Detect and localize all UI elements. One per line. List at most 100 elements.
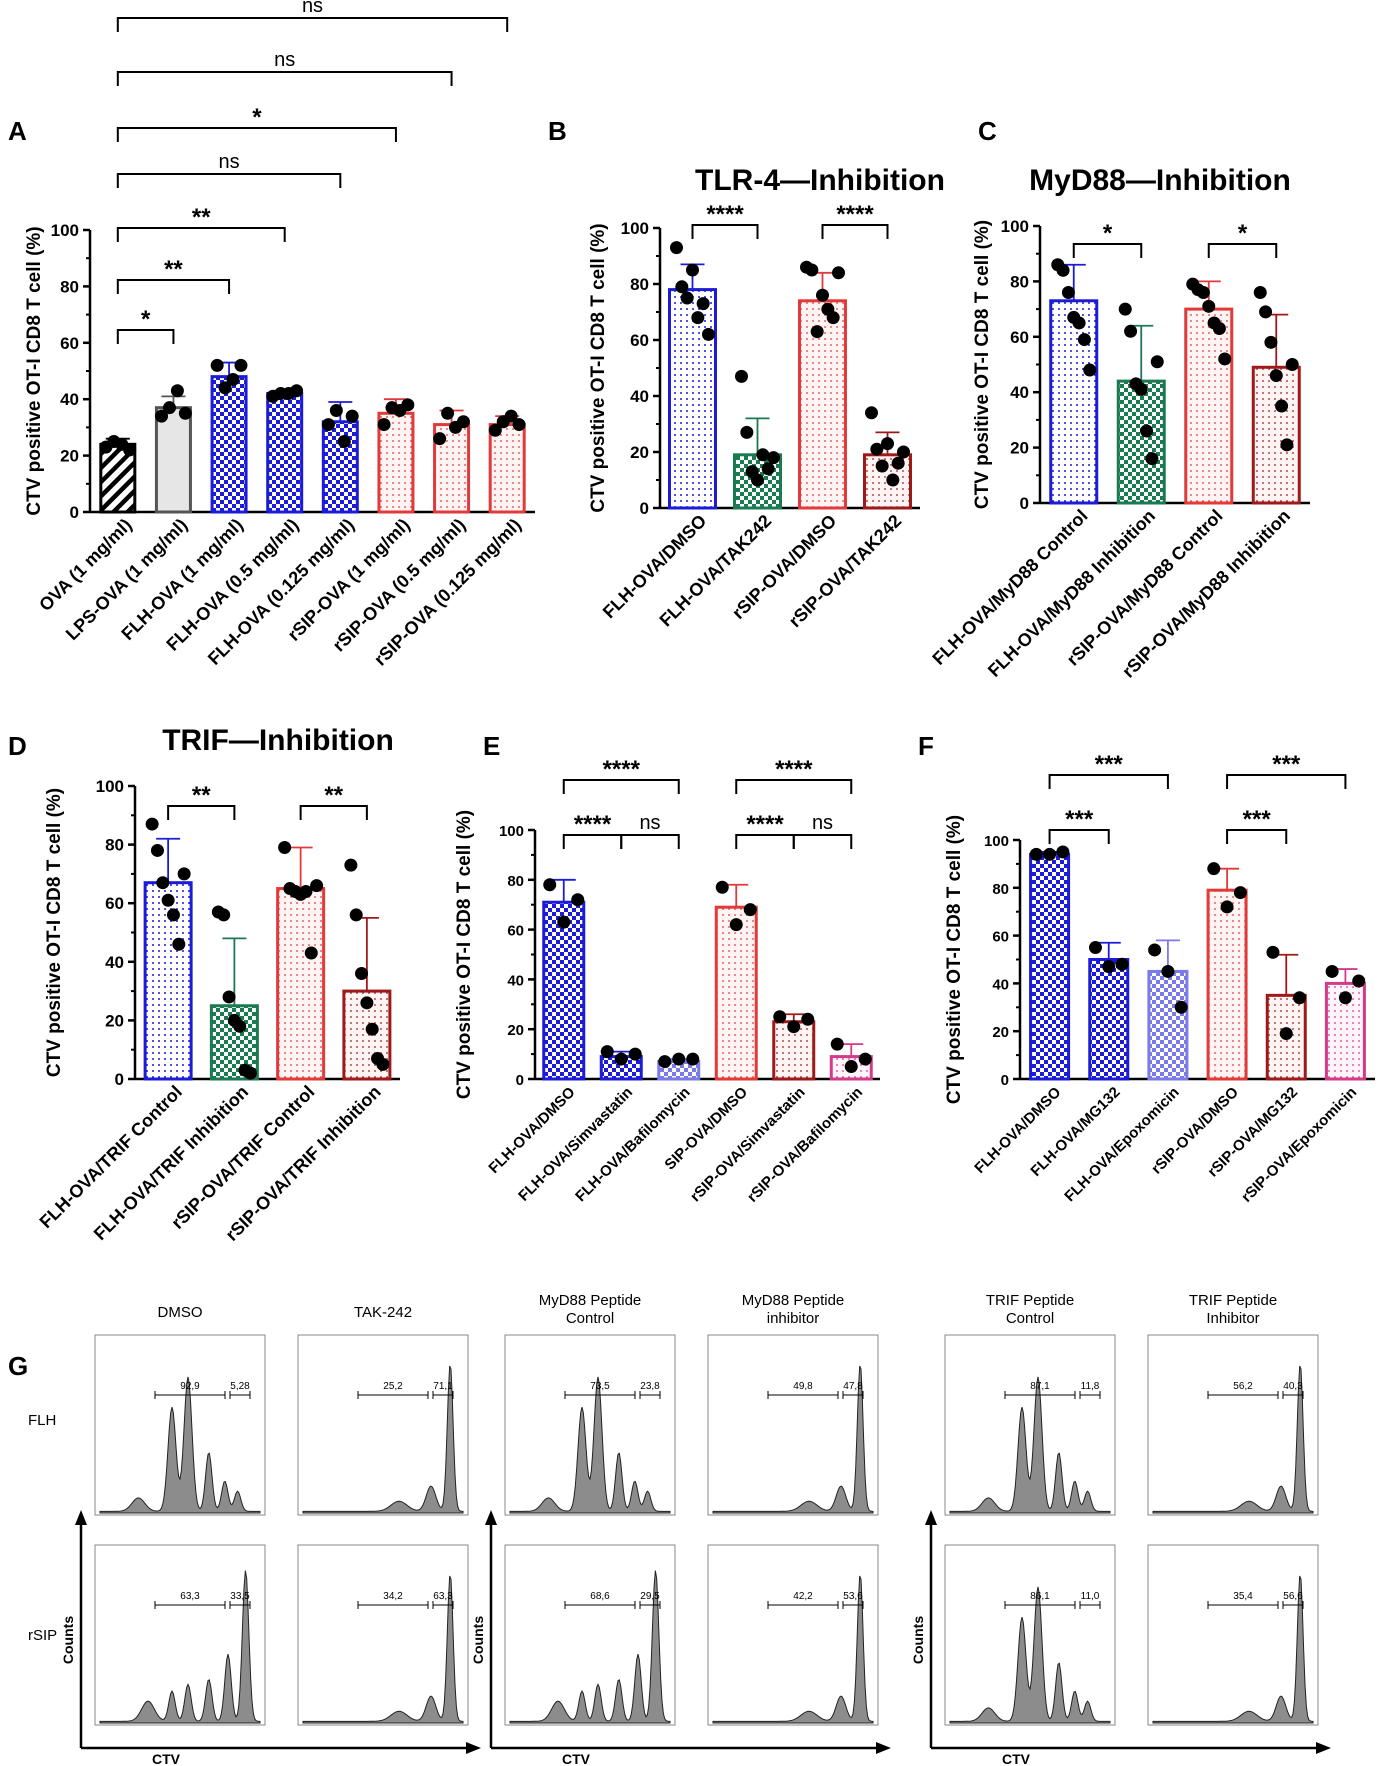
bar: [1118, 381, 1164, 503]
column-header: Control: [566, 1310, 614, 1327]
data-point: [344, 859, 357, 872]
y-tick-label: 40: [507, 972, 524, 989]
bar: [544, 902, 584, 1079]
significance-bracket: [621, 835, 679, 849]
data-point: [322, 418, 335, 431]
significance-label: ***: [1065, 806, 1094, 833]
significance-label: *: [252, 104, 262, 131]
row-label-rsip: rSIP: [28, 1627, 57, 1644]
column-header: DMSO: [158, 1304, 203, 1321]
data-point: [1030, 848, 1043, 861]
panel-letter: B: [548, 116, 567, 146]
data-point: [123, 443, 136, 456]
y-tick-label: 100: [499, 823, 524, 840]
gate-value: 63,3: [433, 1591, 453, 1602]
bar: [323, 422, 357, 512]
panel-letter: C: [978, 116, 997, 146]
y-tick-label: 60: [105, 894, 124, 913]
data-point: [686, 264, 699, 277]
arrowhead-icon: [876, 1742, 891, 1754]
arrowhead-icon: [1316, 1742, 1331, 1754]
data-point: [1221, 900, 1234, 913]
y-tick-label: 40: [60, 390, 79, 409]
significance-label: ns: [274, 49, 295, 71]
data-point: [1213, 322, 1226, 335]
panel-letter: A: [8, 116, 27, 146]
data-point: [179, 407, 192, 420]
column-header: TRIF Peptide: [986, 1292, 1074, 1309]
data-point: [1207, 862, 1220, 875]
data-point: [1116, 958, 1129, 971]
data-point: [691, 311, 704, 324]
data-point: [1148, 943, 1161, 956]
category-label: FLH-OVA/Simvastatin: [515, 1084, 636, 1205]
histogram-frame: [298, 1335, 468, 1515]
y-axis-label: CTV positive OT-I CD8 T cell (%): [588, 223, 609, 512]
data-point: [162, 894, 175, 907]
data-point: [1161, 965, 1174, 978]
gate-value: 47,8: [843, 1381, 863, 1392]
category-label: rSIP-OVA/Simvastatin: [687, 1084, 808, 1205]
y-tick-label: 60: [60, 334, 79, 353]
data-point: [1140, 424, 1153, 437]
data-point: [350, 908, 363, 921]
gate-value: 29,5: [640, 1591, 660, 1602]
data-point: [1073, 316, 1086, 329]
gate-value: 11,8: [1081, 1381, 1100, 1392]
gate-value: 86,1: [1030, 1591, 1050, 1602]
chart-panel-e: E020406080100CTV positive OT-I CD8 T cel…: [454, 731, 880, 1206]
histogram-frame: [708, 1335, 878, 1515]
y-axis-label: Counts: [470, 1616, 486, 1664]
y-tick-label: 60: [992, 929, 1009, 946]
data-point: [1175, 1001, 1188, 1014]
flow-group: MyD88 PeptideControl73,5 23,868,6 29,5MyD8…: [470, 1292, 891, 1766]
gate-value: 56,2: [1233, 1381, 1253, 1392]
data-point: [330, 404, 343, 417]
data-point: [892, 457, 905, 470]
arrowhead-icon: [925, 1510, 937, 1525]
category-label: OVA (1 mg/ml): [35, 515, 135, 615]
data-point: [305, 947, 318, 960]
significance-label: **: [192, 204, 211, 231]
category-label: FLH-OVA/TAK242: [656, 511, 776, 631]
data-point: [832, 266, 845, 279]
column-header: Control: [1006, 1310, 1054, 1327]
data-point: [223, 990, 236, 1003]
bar: [268, 394, 302, 512]
y-tick-label: 0: [70, 503, 79, 522]
bar: [1090, 960, 1128, 1080]
data-point: [787, 1020, 800, 1033]
data-point: [735, 370, 748, 383]
significance-label: ****: [746, 811, 784, 838]
data-point: [865, 406, 878, 419]
column-header: inhibitor: [767, 1310, 820, 1327]
panel-letter: F: [918, 731, 934, 761]
y-tick-label: 80: [1010, 272, 1029, 291]
y-tick-label: 20: [105, 1011, 124, 1030]
data-point: [811, 325, 824, 338]
significance-label: ****: [706, 201, 744, 228]
y-axis-label: CTV positive OT-I CD8 T cell (%): [944, 815, 965, 1104]
data-point: [827, 311, 840, 324]
gate-value: 11,0: [1081, 1591, 1100, 1602]
arrowhead-icon: [466, 1742, 481, 1754]
data-point: [171, 384, 184, 397]
gate-value: 40,3: [1283, 1381, 1303, 1392]
data-point: [233, 1020, 246, 1033]
panel-letter: D: [8, 731, 27, 761]
significance-label: ****: [775, 756, 813, 783]
data-point: [672, 1053, 685, 1066]
data-point: [1078, 333, 1091, 346]
data-point: [1275, 400, 1288, 413]
y-tick-label: 40: [992, 976, 1009, 993]
data-point: [1352, 975, 1365, 988]
significance-label: ****: [574, 811, 612, 838]
data-point: [1286, 358, 1299, 371]
data-point: [740, 426, 753, 439]
category-label: rSIP-OVA/TAK242: [785, 511, 905, 631]
column-header: Inhibitor: [1206, 1310, 1259, 1327]
arrowhead-icon: [75, 1510, 87, 1525]
y-tick-label: 0: [516, 1072, 524, 1089]
y-tick-label: 40: [630, 387, 649, 406]
data-point: [1151, 355, 1164, 368]
